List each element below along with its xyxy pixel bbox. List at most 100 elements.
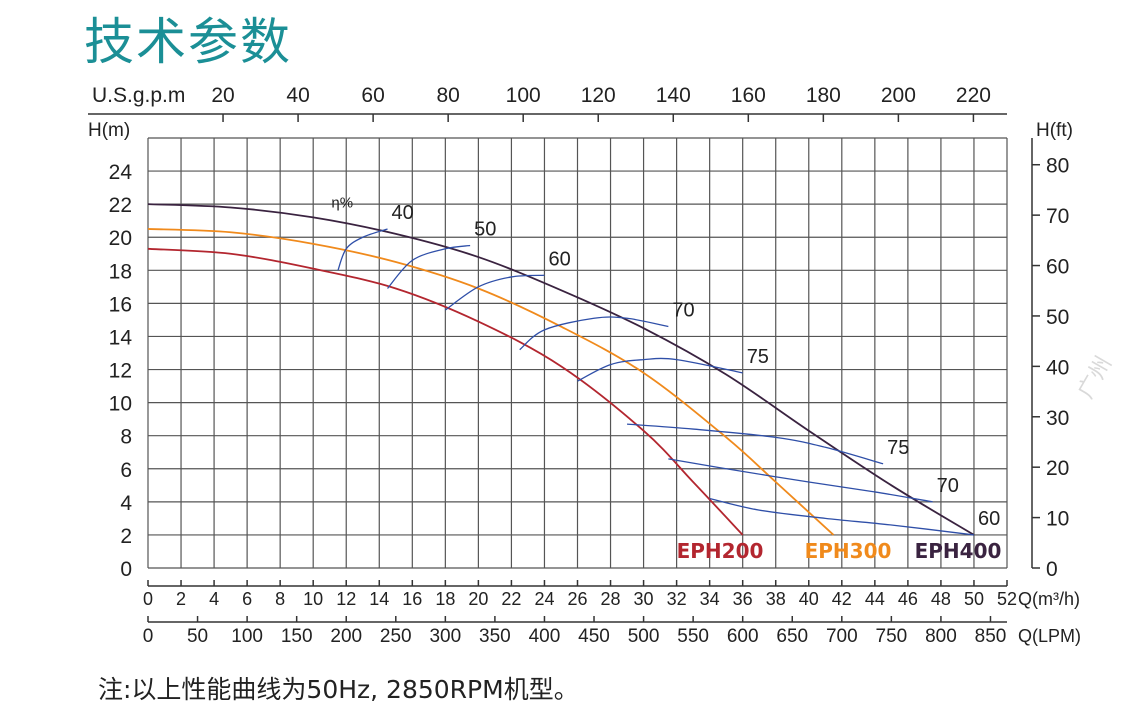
q-tick-label: 30 [634,589,654,609]
ft-tick-label: 30 [1046,407,1069,430]
q-tick-label: 14 [369,589,389,609]
gpm-tick-label: 200 [881,84,916,107]
series-eph400-line [147,203,975,536]
lpm-tick-label: 650 [776,626,808,647]
q-tick-label: 16 [402,589,422,609]
gpm-tick-label: 20 [211,84,234,107]
gpm-tick-label: 160 [731,84,766,107]
efficiency-label-60: 60 [978,508,1000,530]
q-tick-label: 22 [501,589,521,609]
gpm-tick-label: 180 [806,84,841,107]
series-eph300-line [147,228,835,536]
efficiency-label-75: 75 [747,346,769,368]
q-tick-label: 12 [336,589,356,609]
legend-eph200: EPH200 [677,539,764,563]
efficiency-label-75: 75 [887,437,909,459]
q-tick-label: 34 [700,589,720,609]
y-tick-label: 8 [120,426,132,449]
gpm-tick-label: 80 [436,84,459,107]
q-tick-label: 10 [303,589,323,609]
efficiency-curve-70 [668,458,933,503]
lpm-tick-label: 350 [479,626,511,647]
ft-tick-label: 70 [1046,205,1069,228]
lpm-tick-label: 700 [826,626,858,647]
lpm-tick-label: 550 [677,626,709,647]
lpm-tick-label: 100 [231,626,263,647]
lpm-tick-label: 850 [975,626,1007,647]
ft-tick-label: 20 [1046,457,1069,480]
footnote: 注:以上性能曲线为50Hz, 2850RPM机型。 [98,675,579,704]
efficiency-curve-75 [577,357,743,382]
q-axis-label: Q(m³/h) [1018,589,1080,609]
y-tick-label: 4 [120,492,132,515]
page-title: 技术参数 [84,13,292,71]
ft-axis-label: H(ft) [1036,120,1073,141]
y-tick-label: 10 [109,393,132,416]
y-tick-label: 6 [120,459,132,482]
lpm-tick-label: 800 [925,626,957,647]
q-tick-label: 20 [468,589,488,609]
efficiency-curve-75 [627,423,884,465]
y-tick-label: 18 [109,260,132,283]
q-tick-label: 26 [567,589,587,609]
q-tick-label: 52 [997,589,1017,609]
gpm-tick-label: 40 [286,84,309,107]
lpm-tick-label: 150 [281,626,313,647]
efficiency-label-50: 50 [474,219,496,241]
ft-tick-label: 40 [1046,356,1069,379]
series-layer [147,203,975,536]
y-axis-label: H(m) [88,120,130,141]
gpm-tick-label: 100 [506,84,541,107]
ft-tick-label: 60 [1046,256,1069,279]
efficiency-symbol: η% [331,194,353,211]
lpm-tick-label: 250 [380,626,412,647]
y-tick-label: 24 [109,161,133,184]
q-tick-label: 2 [176,589,186,609]
efficiency-label-40: 40 [392,202,414,224]
y-tick-label: 20 [109,227,132,250]
series-eph200-line [147,247,744,536]
q-tick-label: 46 [898,589,918,609]
gpm-axis-label: U.S.g.p.m [92,84,185,107]
q-tick-label: 36 [733,589,753,609]
lpm-tick-label: 400 [529,626,561,647]
gpm-tick-label: 60 [361,84,384,107]
efficiency-label-60: 60 [548,248,570,270]
q-tick-label: 32 [667,589,687,609]
efficiency-curve-70 [519,316,669,351]
lpm-tick-label: 0 [143,626,154,647]
ft-tick-label: 0 [1046,558,1058,581]
gpm-tick-label: 220 [956,84,991,107]
lpm-tick-label: 300 [429,626,461,647]
legend-eph400: EPH400 [915,539,1002,563]
axes: 024681012141618202224H(m)010203040506070… [88,84,1081,647]
efficiency-curve-60 [444,274,545,311]
y-tick-label: 2 [120,525,132,548]
q-tick-label: 8 [275,589,285,609]
efficiency-curve-40 [337,228,388,271]
efficiency-curve-50 [387,244,471,289]
q-tick-label: 42 [832,589,852,609]
y-tick-label: 0 [120,558,132,581]
lpm-tick-label: 600 [727,626,759,647]
q-tick-label: 28 [601,589,621,609]
q-tick-label: 24 [534,589,554,609]
watermark: 广州 [1074,352,1118,403]
ft-tick-label: 80 [1046,155,1069,178]
y-tick-label: 16 [109,293,132,316]
q-tick-label: 38 [766,589,786,609]
lpm-tick-label: 200 [330,626,362,647]
lpm-axis-label: Q(LPM) [1018,626,1081,646]
efficiency-layer [337,228,975,536]
efficiency-label-70: 70 [937,475,959,497]
ft-tick-label: 10 [1046,508,1069,531]
legend-eph300: EPH300 [805,539,892,563]
ft-tick-label: 50 [1046,306,1069,329]
efficiency-curve-60 [709,497,975,536]
y-tick-label: 14 [109,326,133,349]
label-layer: EPH200 EPH300 EPH400 40 50 60 70 75 75 70 60 η% [331,194,1001,563]
lpm-tick-label: 50 [187,626,208,647]
grid [147,137,1008,569]
lpm-tick-label: 450 [578,626,610,647]
